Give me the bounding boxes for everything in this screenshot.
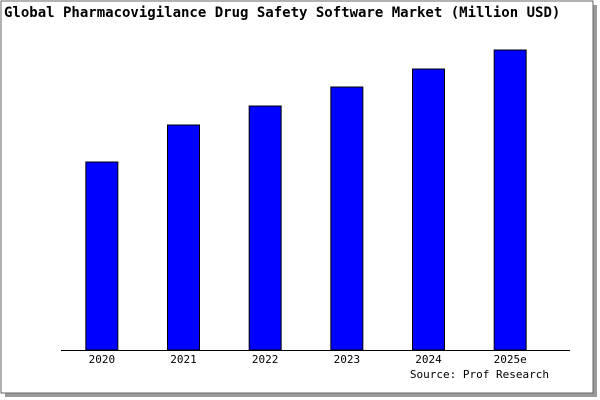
bar	[493, 49, 527, 351]
bar	[248, 105, 282, 351]
source-note: Source: Prof Research	[410, 368, 549, 381]
x-tick-label: 2022	[252, 353, 279, 366]
chart-title: Global Pharmacovigilance Drug Safety Sof…	[4, 5, 560, 21]
x-tick-label: 2025e	[494, 353, 527, 366]
x-tick-label: 2020	[89, 353, 116, 366]
x-tick-label: 2023	[334, 353, 361, 366]
bar	[330, 86, 364, 351]
bar	[85, 161, 119, 351]
x-tick-label: 2024	[415, 353, 442, 366]
bar	[412, 68, 445, 351]
x-tick-label: 2021	[170, 353, 197, 366]
bar	[167, 124, 200, 351]
